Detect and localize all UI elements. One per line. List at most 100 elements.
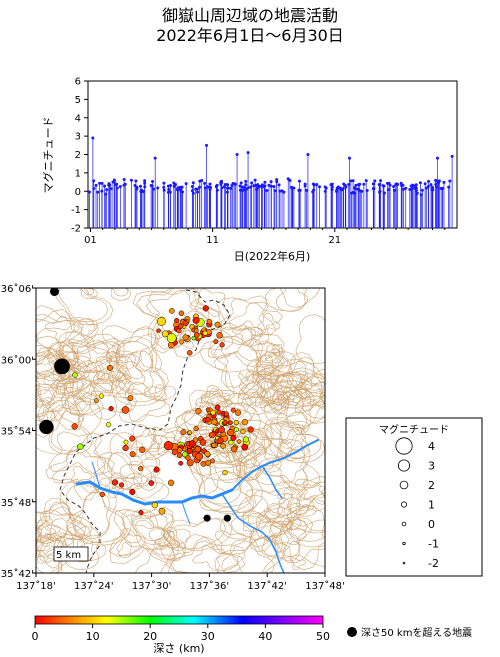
magnitude-point	[312, 183, 316, 187]
contour-line	[255, 372, 301, 409]
magnitude-point	[181, 190, 185, 194]
contour-line	[144, 426, 191, 461]
epicenter	[223, 411, 229, 417]
epicenter	[157, 316, 166, 326]
magnitude-point	[404, 186, 408, 190]
legend-title: マグニチュード	[379, 423, 449, 436]
epicenter	[168, 308, 175, 314]
magnitude-point	[351, 179, 355, 183]
epicenter	[218, 426, 225, 434]
magnitude-point	[358, 189, 362, 193]
epicenter	[206, 318, 213, 325]
magnitude-point	[290, 186, 294, 190]
depth-colorbar: 0 10 20 30 40 50 深さ (km) 深さ50 kmを超える地震	[32, 615, 472, 655]
contour-line	[295, 504, 310, 516]
contour-line	[92, 355, 132, 385]
epicenter	[105, 422, 112, 428]
epicenter	[191, 335, 196, 341]
contour-line	[187, 439, 263, 514]
deep-epicenter	[50, 288, 59, 297]
colorbar-tick-label: 10	[86, 630, 100, 643]
contour-line	[36, 533, 68, 573]
magnitude-point	[379, 179, 383, 183]
deep-epicenter	[54, 358, 70, 375]
colorbar-gradient	[34, 615, 324, 625]
magnitude-point	[305, 188, 309, 192]
epicenter	[216, 409, 222, 415]
magnitude-point	[100, 181, 104, 185]
magnitude-point	[172, 181, 176, 185]
contour-line	[43, 509, 82, 540]
magnitude-point	[167, 188, 171, 192]
lon-tick-label: 137˚42'	[247, 580, 287, 592]
contour-line	[209, 336, 285, 394]
y-tick-label: 5	[75, 95, 81, 106]
magnitude-point	[439, 187, 443, 191]
epicenter	[177, 323, 184, 329]
x-tick-label: 21	[328, 235, 341, 246]
epicenter	[71, 423, 78, 430]
epicenter	[195, 407, 202, 415]
magnitude-point	[141, 190, 145, 194]
epicenter	[210, 409, 216, 416]
epicenter	[240, 428, 246, 435]
contour-line	[230, 539, 275, 573]
epicenter	[156, 328, 161, 333]
contour-line	[45, 446, 116, 501]
epicenter	[194, 445, 202, 453]
y-tick-label: 2	[75, 150, 81, 161]
magnitude-point	[215, 183, 219, 187]
contour-line	[289, 485, 325, 548]
y-tick-label: -1	[71, 205, 81, 216]
epicenter	[185, 455, 191, 461]
magnitude-point	[418, 181, 422, 185]
contour-line	[303, 483, 325, 501]
contour-line	[53, 288, 114, 326]
colorbar-tick-label: 20	[143, 630, 157, 643]
legend-circle	[400, 501, 408, 508]
contour-line	[271, 523, 300, 545]
magnitude-point	[207, 185, 211, 189]
contour-line	[262, 369, 312, 407]
magnitude-point	[176, 187, 180, 191]
epicenter	[129, 489, 136, 495]
contour-line	[36, 506, 86, 552]
contour-line	[106, 431, 145, 479]
lon-tick-label: 137˚48'	[305, 580, 345, 592]
contour-line	[261, 411, 308, 452]
magnitude-point	[338, 186, 342, 190]
lat-tick-label: 35˚54'	[1, 426, 34, 438]
contour-line	[275, 288, 308, 312]
epicenter	[186, 447, 194, 455]
magnitude-point	[143, 179, 147, 183]
prefecture-border	[59, 289, 231, 573]
epicenter	[236, 439, 242, 444]
lon-tick-label: 137˚36'	[190, 580, 230, 592]
contour-line	[245, 377, 292, 414]
legend-label: 3	[428, 460, 435, 473]
epicenter	[182, 334, 189, 341]
epicenter	[167, 479, 175, 486]
magnitude-point	[414, 184, 418, 188]
lat-tick-label: 35˚48'	[1, 497, 34, 509]
epicenter	[163, 441, 173, 451]
magnitude-point	[430, 186, 434, 190]
legend-label: 2	[428, 479, 435, 492]
colorbar-ticks: 0 10 20 30 40 50	[32, 624, 330, 643]
epicenter	[129, 451, 136, 458]
contour-line	[36, 511, 75, 546]
magnitude-point	[269, 184, 273, 188]
contour-line	[265, 288, 320, 312]
epicenter	[205, 407, 211, 412]
contour-line	[36, 549, 63, 573]
contour-line	[290, 557, 306, 571]
contour-line	[165, 536, 246, 573]
magnitude-x-ticks: 01 11 21	[84, 228, 446, 246]
contour-line	[270, 418, 310, 449]
epicenter	[108, 406, 114, 412]
magnitude-point	[306, 153, 310, 156]
contour-line	[118, 350, 154, 395]
contour-line	[181, 393, 253, 451]
magnitude-point	[238, 184, 242, 188]
epicenter	[219, 342, 225, 348]
